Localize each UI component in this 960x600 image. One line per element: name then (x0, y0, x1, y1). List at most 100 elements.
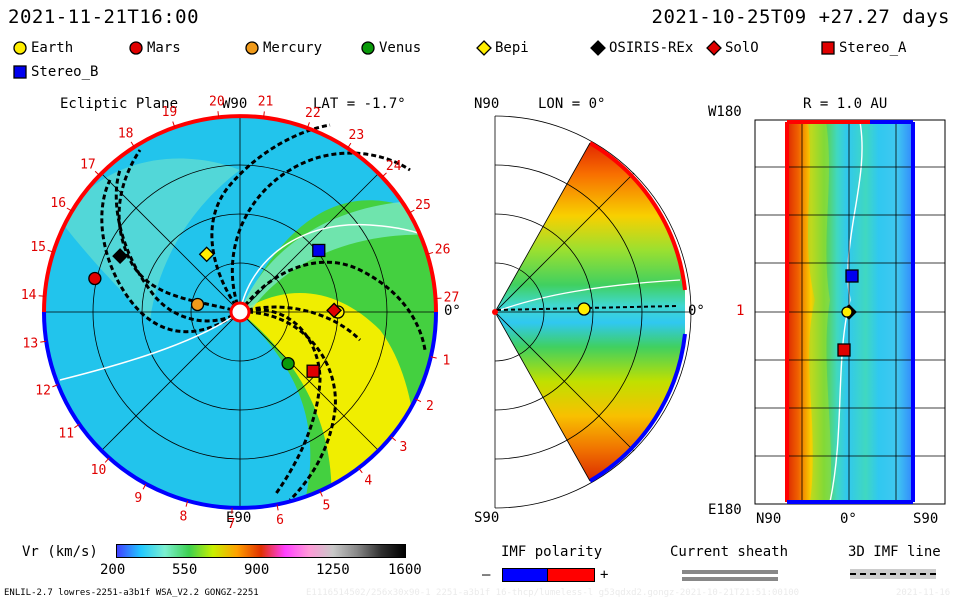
square-icon (821, 41, 835, 55)
legend-item-mars: Mars (128, 40, 181, 56)
meridional-top-label: N90 (474, 96, 500, 112)
ecliptic-right-label: 0° (444, 303, 461, 319)
meridional-edge (494, 311, 591, 482)
legend-label: Mars (147, 40, 181, 56)
carrington-tick (142, 483, 147, 490)
carrington-label: 16 (50, 196, 66, 211)
legend-label: Earth (31, 40, 74, 56)
meridional-plane-plot (492, 115, 692, 509)
carrington-label: 19 (162, 105, 178, 120)
ecliptic-title: Ecliptic Plane (60, 96, 179, 112)
body-osiris-rex (112, 248, 129, 265)
carrington-label: 7 (228, 517, 236, 532)
carrington-label: 24 (386, 159, 402, 174)
body-stereo-a (306, 364, 320, 378)
carrington-tick (276, 504, 279, 511)
diamond-symbol (590, 40, 606, 56)
colorbar (116, 544, 406, 558)
imf-spiral-line (210, 123, 331, 313)
legend-label: SolO (725, 40, 759, 56)
carrington-tick (319, 490, 323, 497)
imf-spiral-line (239, 308, 322, 496)
circle-symbol (245, 41, 259, 55)
legend-label: Stereo_B (31, 64, 99, 80)
meridional-lon-label: LON = 0° (538, 96, 606, 112)
carrington-tick (66, 207, 73, 212)
square-symbol (13, 65, 27, 79)
circle-icon (361, 41, 375, 55)
carrington-label: 18 (118, 126, 134, 141)
body-stereo-b (312, 243, 326, 258)
carrington-label: 20 (209, 94, 225, 109)
latlon-r-label: R = 1.0 AU (803, 96, 888, 112)
latlon-top-left-label: W180 (708, 104, 742, 120)
meridional-right-label: 0° (688, 303, 705, 319)
meridional-imf-line (496, 305, 677, 311)
meridional-rim-positive (588, 141, 687, 291)
circle-icon (245, 41, 259, 55)
legend-label: Mercury (263, 40, 323, 56)
carrington-label: 17 (80, 157, 96, 172)
body-solo (326, 302, 342, 319)
latlon-stereo-b-marker (845, 269, 859, 283)
legend-label: Stereo_A (839, 40, 907, 56)
carrington-tick (172, 121, 176, 128)
carrington-tick (408, 209, 415, 214)
carrington-tick (430, 356, 437, 359)
legend-item-osiris-rex: OSIRIS-REx (590, 40, 693, 56)
meridional-sun (492, 309, 498, 315)
carrington-label: 2 (426, 399, 434, 414)
latlon-earth-marker (841, 306, 853, 318)
carrington-label: 11 (58, 426, 74, 441)
carrington-label: 1 (442, 353, 450, 368)
colorbar-tick-label: 1600 (388, 562, 422, 578)
carrington-label: 13 (23, 337, 39, 352)
legend-item-bepi: Bepi (476, 40, 529, 56)
legend-label: OSIRIS-REx (609, 40, 694, 56)
meridional-rim-negative (588, 333, 687, 483)
carrington-tick (185, 500, 189, 507)
footer-mid: E1116514502/256x30x90-1 2251-a3b1f 16-th… (306, 588, 800, 598)
colorbar-tick-label: 900 (244, 562, 270, 578)
meridional-earth-marker (577, 302, 591, 316)
meridional-edge (494, 142, 591, 313)
square-symbol (821, 41, 835, 55)
carrington-label: 27 (444, 290, 460, 305)
footer-left: ENLIL-2.7 lowres-2251-a3b1f WSA_V2.2 GON… (4, 588, 259, 598)
diamond-icon (476, 40, 492, 56)
carrington-tick (104, 457, 110, 463)
simulation-time: 2021-11-21T16:00 (8, 6, 200, 28)
carrington-label: 4 (364, 474, 372, 489)
imf-spiral-line (238, 260, 427, 351)
legend-item-earth: Earth (12, 40, 73, 56)
carrington-tick (130, 141, 135, 148)
latlon-stereo-a-marker (837, 343, 851, 357)
latlon-mid-left-label: 1 (736, 303, 745, 319)
imf-line-dash (850, 573, 936, 575)
body-venus (281, 356, 295, 371)
meridional-fill (495, 143, 685, 481)
imf-polarity-title: IMF polarity (501, 544, 603, 560)
ecliptic-light-band (240, 200, 436, 315)
carrington-tick (263, 111, 265, 118)
diamond-symbol (706, 40, 722, 56)
carrington-tick (47, 249, 54, 253)
imf-positive-bar (547, 568, 595, 582)
latlon-x-mid-label: 0° (840, 511, 857, 527)
imf-spiral-line (114, 169, 241, 323)
circle-symbol (361, 41, 375, 55)
carrington-label: 15 (30, 240, 46, 255)
polarity-rim-negative (42, 311, 438, 510)
carrington-label: 6 (276, 513, 284, 528)
latlon-x-left-label: N90 (756, 511, 782, 527)
polarity-rim-positive (42, 114, 438, 313)
current-sheath-swatch (682, 570, 778, 574)
ecliptic-bottom-label: E90 (226, 510, 252, 526)
carrington-tick (94, 170, 100, 176)
latlon-sheet-line (829, 121, 863, 503)
ecliptic-plane-plot (42, 114, 438, 510)
footer-right: 2021-11-16 (896, 588, 951, 598)
carrington-tick (217, 111, 220, 118)
body-bepi (198, 246, 215, 263)
ecliptic-lat-label: LAT = -1.7° (313, 96, 406, 112)
